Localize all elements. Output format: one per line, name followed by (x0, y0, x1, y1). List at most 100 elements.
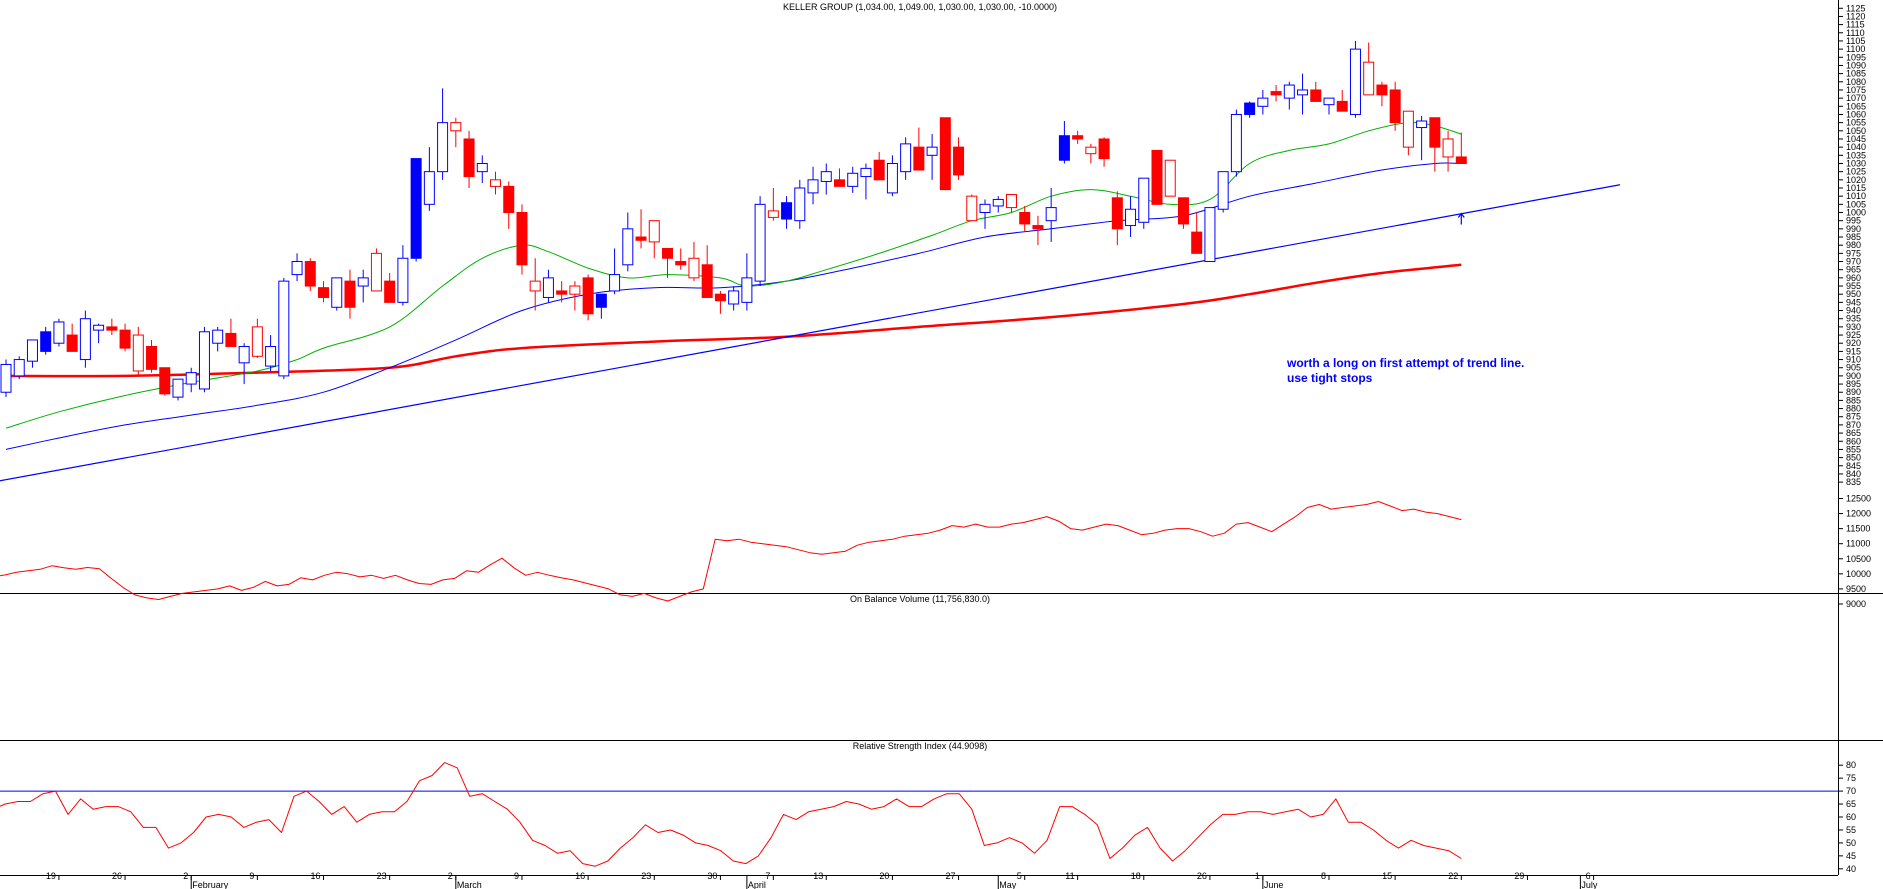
candlestick (1125, 196, 1137, 238)
candle-body (714, 293, 726, 302)
candlestick (886, 155, 898, 197)
candlestick (542, 269, 554, 303)
candle-body (1310, 89, 1322, 102)
candlestick (1230, 109, 1242, 177)
price-tick-label: 870 (1846, 420, 1861, 430)
price-tick-label: 1065 (1846, 101, 1866, 111)
candlestick (939, 117, 951, 191)
candle-body (595, 293, 607, 308)
price-tick-label: 900 (1846, 371, 1861, 381)
candlestick (1310, 81, 1322, 102)
candlestick (265, 335, 277, 371)
candle-body (1402, 110, 1414, 148)
candlestick (1270, 85, 1282, 102)
candlestick (1389, 81, 1401, 131)
candle-body (410, 158, 422, 259)
candle-body (1111, 197, 1123, 230)
price-tick-label: 995 (1846, 216, 1861, 226)
price-tick-label: 930 (1846, 322, 1861, 332)
price-tick-label: 975 (1846, 248, 1861, 258)
candlestick (1098, 137, 1110, 167)
date-tick-label: 1 (1255, 871, 1260, 881)
candle-body (1058, 135, 1070, 161)
candle-body (529, 280, 541, 292)
short-moving-average-line (5, 121, 1462, 429)
candle-body (1191, 231, 1203, 254)
candle-body (635, 236, 647, 241)
price-tick-label: 955 (1846, 281, 1861, 291)
candlestick (662, 247, 673, 278)
candle-body (397, 257, 409, 303)
candle-body (1336, 100, 1348, 112)
obv-tick-label: 9000 (1846, 599, 1866, 609)
candlestick (1323, 97, 1335, 115)
candle-body (741, 277, 753, 303)
obv-tick-label: 11000 (1846, 539, 1870, 549)
candlestick (754, 196, 766, 287)
candlestick (1283, 81, 1295, 110)
date-tick-label: 18 (1131, 871, 1141, 881)
candlestick (304, 258, 316, 291)
price-tick-label: 1095 (1846, 52, 1866, 62)
candle-body (754, 203, 766, 282)
obv-line (0, 501, 1462, 602)
candle-body (1125, 208, 1137, 227)
candle-body (146, 345, 158, 370)
candle-body (622, 228, 634, 266)
candle-body (172, 378, 184, 398)
candle-body (648, 220, 660, 243)
candle-body (873, 159, 885, 181)
candlestick (93, 323, 105, 344)
candle-body (1323, 97, 1335, 106)
rsi-tick-label: 60 (1846, 812, 1856, 822)
obv-tick-label: 12500 (1846, 494, 1871, 504)
candle-body (291, 261, 303, 276)
long-moving-average-line (5, 263, 1462, 378)
price-tick-label: 935 (1846, 314, 1861, 324)
candle-body (767, 210, 779, 218)
candle-body (106, 326, 118, 331)
candlestick (198, 326, 210, 393)
candle-body (132, 334, 144, 372)
candle-body (119, 329, 131, 349)
trend-line (0, 184, 1621, 482)
candle-body (1442, 138, 1454, 158)
candlestick (516, 204, 528, 275)
candle-body (1429, 117, 1441, 148)
price-tick-label: 1090 (1846, 60, 1866, 70)
date-tick-label: 23 (377, 871, 387, 881)
candlestick (53, 318, 65, 347)
date-tick-label: 11 (1065, 871, 1074, 881)
candlestick (1336, 89, 1348, 112)
rsi-chart-title: Relative Strength Index (44.9098) (853, 741, 988, 751)
date-tick-label: 26 (112, 871, 122, 881)
candlestick (1072, 130, 1084, 144)
candlestick (463, 130, 475, 188)
annotation-line-2: use tight stops (1287, 371, 1373, 385)
date-x-axis: 2192629162329162330713202751118261815222… (46, 871, 1598, 889)
rsi-tick-label: 70 (1846, 786, 1856, 796)
price-tick-label: 1015 (1846, 183, 1866, 193)
candle-body (662, 247, 673, 259)
candlestick (1177, 197, 1189, 229)
candle-body (966, 195, 978, 222)
candlestick (318, 281, 330, 303)
price-tick-label: 1030 (1846, 158, 1866, 168)
obv-series (0, 501, 1462, 602)
rsi-tick-label: 65 (1846, 799, 1856, 809)
candle-body (93, 324, 105, 331)
date-tick-label: 13 (813, 871, 823, 881)
candlestick (728, 286, 740, 311)
price-tick-label: 855 (1846, 444, 1861, 454)
date-tick-label: 16 (311, 871, 321, 881)
candlestick (1111, 191, 1123, 246)
month-label: April (748, 880, 766, 889)
date-tick-label: 26 (1197, 871, 1207, 881)
candle-body (1416, 120, 1428, 129)
price-tick-label: 850 (1846, 453, 1861, 463)
price-tick-label: 980 (1846, 240, 1861, 250)
price-tick-label: 920 (1846, 338, 1861, 348)
candle-body (40, 331, 52, 352)
candlestick (1032, 215, 1044, 246)
candle-body (1138, 177, 1150, 223)
